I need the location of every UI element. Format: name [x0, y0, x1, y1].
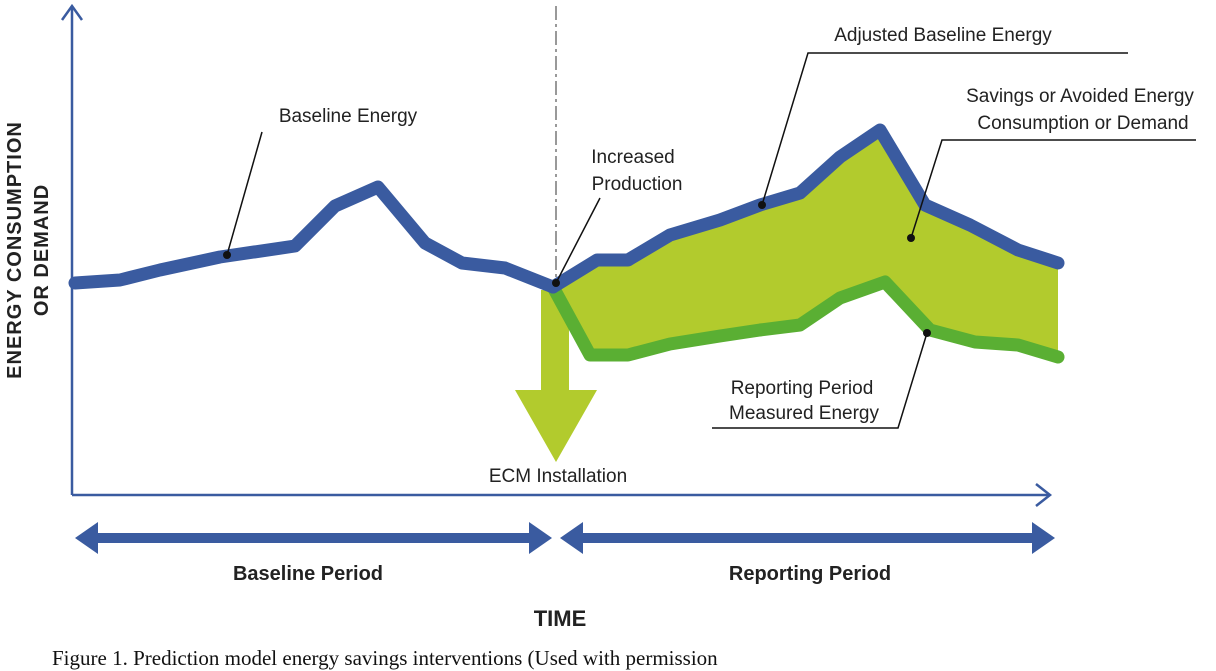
- increased-production-label-1: Increased: [591, 147, 674, 168]
- figure-caption: Figure 1. Prediction model energy saving…: [52, 646, 718, 670]
- increased-production-label-2: Production: [592, 174, 683, 195]
- baseline-period-arrow: [75, 522, 552, 554]
- savings-dot: [907, 234, 915, 242]
- reporting-period-label: Reporting Period: [729, 563, 891, 585]
- x-axis-label: TIME: [534, 606, 587, 631]
- savings-area: [553, 130, 1058, 357]
- increased-production-dot: [552, 279, 560, 287]
- measured-energy-dot: [923, 329, 931, 337]
- baseline-dot: [223, 251, 231, 259]
- y-axis-label-line1: ENERGY CONSUMPTION: [4, 121, 26, 379]
- adjusted-baseline-label: Adjusted Baseline Energy: [834, 25, 1052, 46]
- adjusted-baseline-line: [546, 123, 1065, 294]
- y-axis-label: ENERGY CONSUMPTION OR DEMAND: [4, 121, 53, 379]
- adjusted-baseline-leader: [761, 52, 1128, 206]
- y-axis-label-line2: OR DEMAND: [31, 184, 53, 316]
- baseline-energy-label: Baseline Energy: [279, 106, 418, 127]
- measured-energy-label-1: Reporting Period: [731, 378, 874, 399]
- baseline-energy-line: [68, 180, 560, 294]
- reporting-period-arrow: [560, 522, 1055, 554]
- y-axis: [60, 3, 84, 495]
- measured-energy-label-2: Measured Energy: [729, 403, 879, 424]
- x-axis: [72, 483, 1053, 507]
- ecm-installation-label: ECM Installation: [489, 466, 627, 487]
- savings-label-1: Savings or Avoided Energy: [966, 86, 1194, 107]
- baseline-leader: [226, 131, 263, 256]
- measured-energy-line: [546, 275, 1065, 364]
- savings-label-2: Consumption or Demand: [977, 113, 1188, 134]
- ecm-installation-arrow: [515, 290, 597, 462]
- baseline-period-label: Baseline Period: [233, 563, 383, 585]
- increased-production-leader: [555, 197, 601, 284]
- adjusted-baseline-dot: [758, 201, 766, 209]
- measured-energy-leader: [712, 332, 928, 429]
- savings-leader: [910, 139, 1196, 239]
